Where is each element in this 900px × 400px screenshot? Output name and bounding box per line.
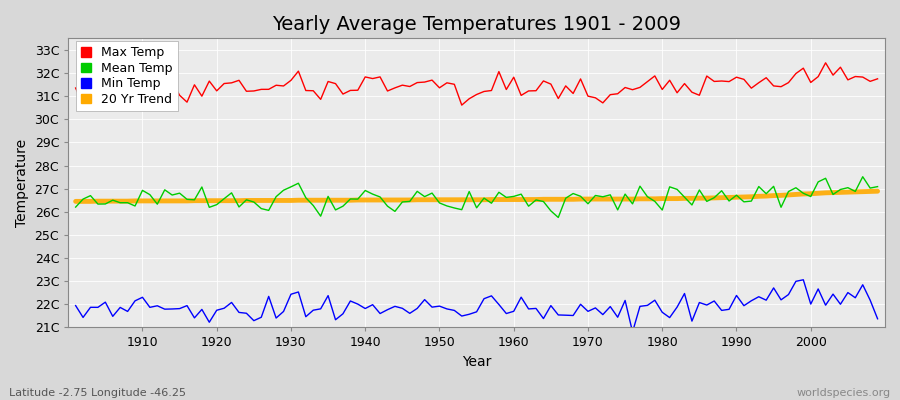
X-axis label: Year: Year [462,355,491,369]
Legend: Max Temp, Mean Temp, Min Temp, 20 Yr Trend: Max Temp, Mean Temp, Min Temp, 20 Yr Tre… [76,41,178,111]
Text: worldspecies.org: worldspecies.org [796,388,891,398]
Y-axis label: Temperature: Temperature [15,139,29,227]
Text: Latitude -2.75 Longitude -46.25: Latitude -2.75 Longitude -46.25 [9,388,186,398]
Title: Yearly Average Temperatures 1901 - 2009: Yearly Average Temperatures 1901 - 2009 [272,15,681,34]
